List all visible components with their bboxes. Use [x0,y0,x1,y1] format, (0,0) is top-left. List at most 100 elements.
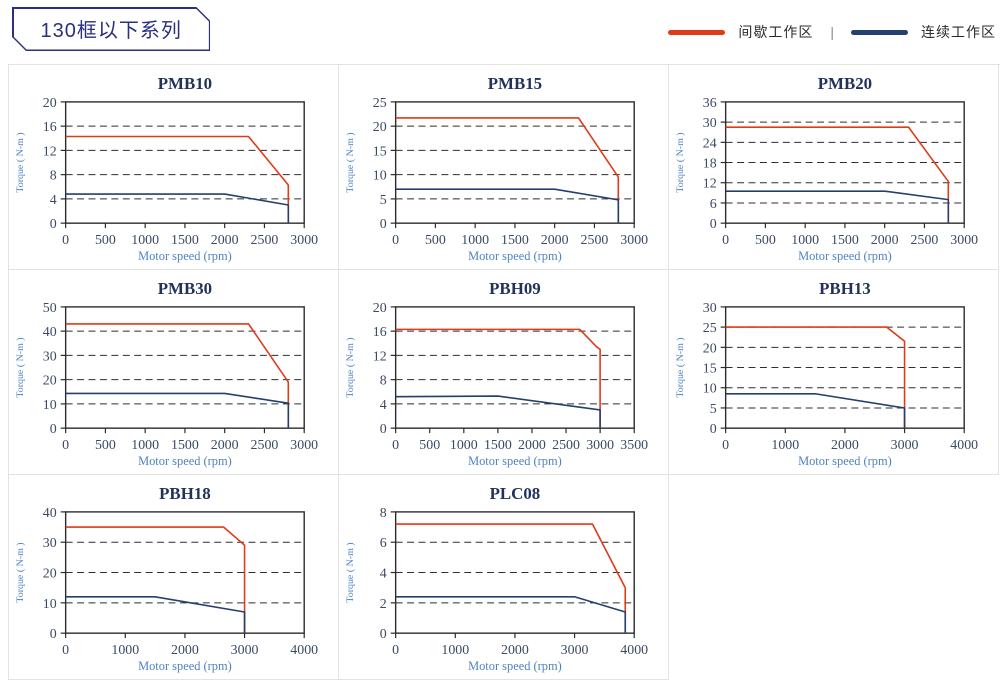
chart-title: PMB10 [158,74,212,93]
tick-label: 2500 [581,233,609,248]
intermittent-zone-curve [395,117,620,224]
tick-label: 2500 [911,233,939,248]
tick-label: 24 [703,136,717,151]
tick-label: 0 [722,233,729,248]
continuous-zone-curve [65,193,290,224]
axis-label: Torque ( N-m ) [15,337,26,397]
tick-label: 0 [380,422,387,437]
page-header: 130框以下系列 间歇工作区 | 连续工作区 [0,0,1006,64]
series-title: 130框以下系列 [40,19,182,42]
tick-label: 1500 [484,438,512,453]
tick-label: 3000 [891,438,919,453]
continuous-zone-curve [395,595,627,634]
intermittent-zone-curve [65,323,290,429]
tick-label: 30 [703,301,717,316]
tick-label: 4000 [950,438,978,453]
legend-label-intermittent: 间歇工作区 [738,24,814,40]
chart-card-pmb10: PMB10 0 4 8 12 16 20 0 500 1000 1500 2000 2500 3000 To… [9,65,339,270]
tick-label: 8 [380,374,387,389]
intermittent-zone-curve [65,135,290,224]
chart-card-pmb15: PMB15 0 5 10 15 20 25 0 500 1000 1500 2000 2500 3000 T… [339,65,669,270]
axis-label: Torque ( N-m ) [675,132,686,192]
chart-plot-pbh09: PBH09 0 4 8 12 16 20 0 500 1000 1500 2000 2500 3000 35… [345,279,648,468]
tick-label: 1000 [450,438,478,453]
tick-label: 1500 [501,233,529,248]
tick-label: 2000 [211,438,239,453]
tick-label: 500 [95,233,116,248]
tick-label: 0 [392,643,399,658]
tick-label: 0 [722,438,729,453]
tick-label: 6 [710,197,717,212]
axis-label: Torque ( N-m ) [15,132,26,192]
continuous-zone-curve [395,188,620,224]
chart-plot-plc08: PLC08 0 2 4 6 8 0 1000 2000 3000 4000 Torque ( N-m … [345,484,648,673]
series-title-badge-inner: 130框以下系列 [14,9,209,50]
chart-title: PBH09 [489,279,541,298]
plot-frame [394,306,635,429]
intermittent-zone-curve [395,328,601,429]
tick-label: 6 [380,536,387,551]
legend-separator: | [830,24,834,40]
charts-grid: PMB10 0 4 8 12 16 20 0 500 1000 1500 2000 2500 3000 To… [8,64,1000,680]
tick-label: 3000 [290,438,318,453]
tick-label: 16 [373,325,387,340]
chart-title: PLC08 [490,484,541,503]
tick-label: 12 [43,144,57,159]
axis-label: Torque ( N-m ) [15,542,26,602]
tick-label: 1000 [791,233,819,248]
tick-label: 8 [50,169,57,184]
tick-label: 1500 [831,233,859,248]
continuous-zone-curve [65,392,290,429]
tick-label: 2000 [171,643,199,658]
tick-label: 1000 [111,643,139,658]
tick-label: 25 [703,321,717,336]
tick-label: 1500 [171,438,199,453]
chart-plot-pmb20: PMB20 0 6 12 18 24 30 36 0 500 1000 1500 2000 2500 300… [675,74,978,263]
empty-grid-cell [669,475,999,680]
chart-plot-pmb15: PMB15 0 5 10 15 20 25 0 500 1000 1500 2000 2500 3000 T… [345,74,648,263]
tick-label: 2000 [831,438,859,453]
chart-title: PBH18 [159,484,211,503]
chart-title: PMB30 [158,279,212,298]
tick-label: 3000 [586,438,614,453]
tick-label: 0 [710,217,717,232]
tick-label: 20 [43,374,57,389]
tick-label: 1000 [771,438,799,453]
axis-label: Motor speed (rpm) [138,454,232,468]
chart-card-pbh13: PBH13 0 5 10 15 20 25 30 0 1000 2000 3000 4000 Torque… [669,270,999,475]
tick-label: 12 [703,177,717,192]
tick-label: 3500 [620,438,648,453]
axis-label: Torque ( N-m ) [345,132,356,192]
axis-label: Motor speed (rpm) [468,454,562,468]
tick-label: 20 [43,567,57,582]
tick-label: 0 [380,217,387,232]
plot-frame [64,511,305,634]
tick-label: 10 [703,382,717,397]
plot-frame [64,306,305,429]
tick-label: 1000 [461,233,489,248]
tick-label: 500 [419,438,440,453]
tick-label: 0 [710,422,717,437]
axis-label: Motor speed (rpm) [468,249,562,263]
intermittent-zone-curve [65,526,246,634]
tick-label: 15 [373,144,387,159]
tick-label: 10 [43,398,57,413]
tick-label: 4000 [620,643,648,658]
axis-label: Motor speed (rpm) [798,249,892,263]
tick-label: 0 [62,438,69,453]
chart-title: PMB15 [488,74,542,93]
axis-label: Motor speed (rpm) [798,454,892,468]
tick-label: 40 [43,506,57,521]
tick-label: 4 [50,193,57,208]
tick-label: 2500 [251,233,279,248]
tick-label: 4000 [290,643,318,658]
tick-label: 0 [50,627,57,642]
tick-label: 30 [43,536,57,551]
tick-label: 1500 [171,233,199,248]
axis-label: Torque ( N-m ) [345,542,356,602]
tick-label: 16 [43,120,57,135]
tick-label: 10 [43,597,57,612]
legend-swatch-intermittent-icon [668,29,726,35]
tick-label: 2 [380,597,387,612]
